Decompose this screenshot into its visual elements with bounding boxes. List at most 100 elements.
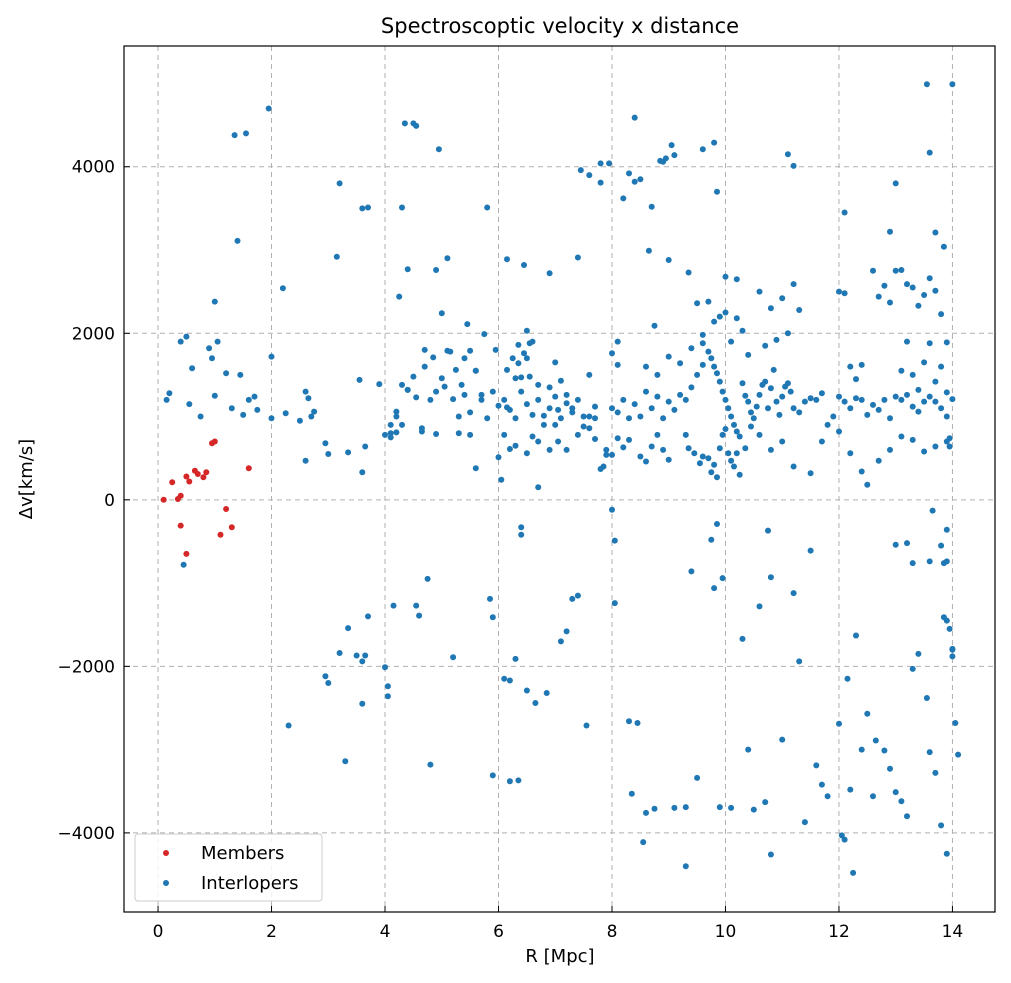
interlopers-point: [733, 276, 740, 283]
interlopers-point: [677, 360, 684, 367]
interlopers-point: [518, 524, 525, 531]
interlopers-point: [929, 507, 936, 514]
interlopers-point: [464, 321, 471, 328]
interlopers-point: [716, 445, 723, 452]
interlopers-point: [847, 363, 854, 370]
interlopers-point: [708, 469, 715, 476]
interlopers-point: [955, 751, 962, 758]
interlopers-point: [699, 453, 706, 460]
interlopers-point: [333, 253, 340, 260]
interlopers-point: [583, 722, 590, 729]
interlopers-point: [736, 471, 743, 478]
interlopers-point: [586, 413, 593, 420]
interlopers-point: [325, 451, 332, 457]
interlopers-point: [722, 309, 729, 316]
interlopers-point: [401, 120, 408, 127]
interlopers-point: [898, 798, 905, 805]
interlopers-point: [512, 655, 519, 662]
interlopers-point: [904, 281, 910, 288]
interlopers-point: [444, 255, 451, 262]
interlopers-point: [512, 442, 519, 449]
interlopers-point: [699, 340, 706, 347]
interlopers-point: [909, 284, 916, 291]
axis-ticks: 0 2 4 6 8 10 12 14 −4000 −2000 0 2000 4000: [57, 158, 963, 942]
chart-title: Spectroscoptic velocity x distance: [381, 14, 739, 38]
interlopers-point: [818, 438, 825, 445]
interlopers-point: [489, 772, 496, 779]
interlopers-point: [336, 650, 343, 656]
legend: Members Interlopers: [134, 833, 323, 902]
x-tick-label: 14: [942, 922, 964, 942]
interlopers-point: [807, 470, 814, 477]
interlopers-point: [557, 415, 564, 422]
interlopers-point: [586, 371, 593, 378]
interlopers-point: [765, 527, 771, 534]
interlopers-point: [733, 450, 740, 457]
interlopers-point: [254, 406, 261, 413]
interlopers-point: [515, 777, 522, 784]
interlopers-point: [359, 469, 366, 476]
interlopers-point: [478, 396, 485, 403]
interlopers-point: [926, 340, 933, 347]
interlopers-point: [904, 540, 910, 547]
grid-lines: [124, 46, 995, 912]
interlopers-point: [801, 398, 808, 405]
interlopers-point: [745, 351, 752, 358]
interlopers-point: [574, 431, 581, 438]
interlopers-point: [722, 426, 729, 432]
interlopers-point: [325, 680, 332, 686]
interlopers-point: [841, 209, 848, 216]
interlopers-point: [506, 446, 513, 452]
interlopers-point: [946, 625, 953, 632]
interlopers-point: [237, 371, 244, 378]
interlopers-point: [228, 405, 235, 412]
data-points: [160, 81, 962, 876]
interlopers-point: [728, 457, 735, 464]
interlopers-point: [892, 541, 899, 548]
interlopers-point: [345, 449, 352, 456]
interlopers-point: [501, 396, 508, 403]
legend-label-interlopers: Interlopers: [201, 873, 299, 894]
interlopers-point: [563, 446, 570, 453]
interlopers-point: [177, 338, 184, 345]
legend-box: [134, 833, 323, 902]
interlopers-point: [413, 602, 420, 609]
interlopers-point: [932, 769, 939, 776]
interlopers-point: [427, 396, 434, 403]
interlopers-point: [305, 395, 312, 402]
interlopers-point: [458, 381, 465, 388]
interlopers-point: [609, 506, 615, 513]
interlopers-point: [668, 142, 675, 149]
interlopers-point: [745, 398, 752, 405]
interlopers-point: [322, 673, 329, 680]
interlopers-point: [481, 331, 488, 338]
interlopers-point: [708, 355, 715, 362]
interlopers-point: [209, 355, 215, 362]
interlopers-point: [813, 396, 820, 403]
interlopers-point: [302, 457, 309, 464]
interlopers-point: [824, 421, 831, 428]
interlopers-point: [836, 428, 842, 435]
interlopers-point: [404, 386, 411, 393]
interlopers-point: [186, 401, 193, 408]
interlopers-point: [767, 574, 774, 581]
interlopers-point: [748, 423, 754, 430]
interlopers-point: [739, 327, 746, 334]
interlopers-point: [787, 388, 794, 395]
interlopers-point: [767, 385, 774, 392]
y-tick-label: 2000: [72, 324, 115, 344]
interlopers-point: [643, 809, 649, 816]
interlopers-point: [447, 348, 454, 355]
interlopers-point: [501, 431, 508, 438]
interlopers-point: [952, 720, 959, 726]
interlopers-point: [921, 448, 928, 455]
interlopers-point: [779, 438, 786, 445]
y-tick-label: 0: [104, 491, 115, 511]
interlopers-point: [376, 381, 383, 388]
interlopers-point: [634, 720, 641, 726]
interlopers-point: [807, 395, 814, 402]
interlopers-point: [784, 151, 791, 158]
interlopers-point: [677, 391, 684, 398]
interlopers-point: [189, 365, 196, 372]
members-point: [203, 469, 210, 476]
